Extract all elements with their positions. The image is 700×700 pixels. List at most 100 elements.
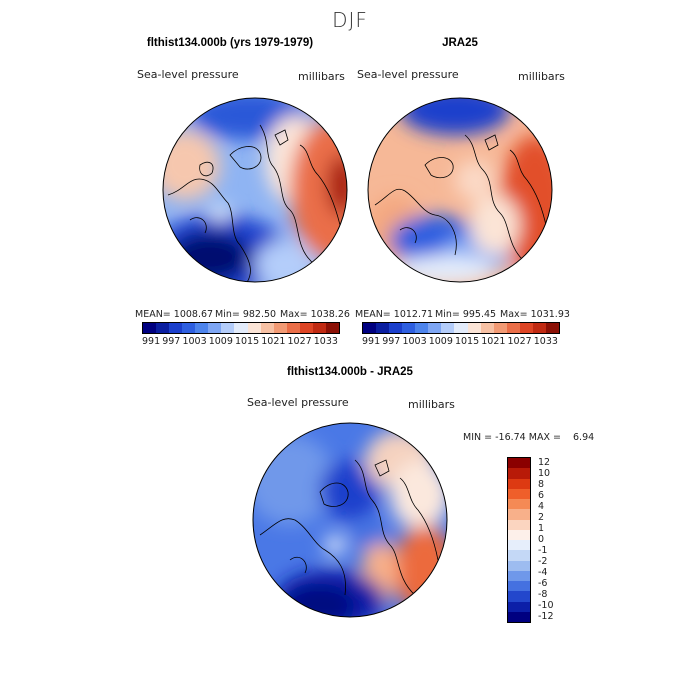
colorbar-swatch bbox=[260, 323, 274, 333]
colorbar-swatch bbox=[508, 458, 530, 469]
colorbar-swatch bbox=[402, 323, 416, 333]
colorbar-swatch bbox=[441, 323, 455, 333]
colorbar-swatch bbox=[299, 323, 313, 333]
panel-model-max: Max= 1038.26 bbox=[280, 309, 350, 320]
colorbar-swatch bbox=[508, 550, 530, 561]
colorbar-swatch bbox=[312, 323, 326, 333]
colorbar-swatch bbox=[195, 323, 209, 333]
colorbar-tick-label: 1033 bbox=[313, 336, 338, 347]
panel-obs-mean: MEAN= 1012.71 bbox=[355, 309, 434, 320]
panel-model-title: flthist134.000b (yrs 1979-1979) bbox=[146, 37, 314, 49]
panel-model-variable: Sea-level pressure bbox=[137, 68, 239, 81]
colorbar-tick-label: 991 bbox=[362, 336, 381, 347]
colorbar-swatch bbox=[508, 591, 530, 602]
colorbar-swatch bbox=[467, 323, 481, 333]
colorbar-model-ticks: 991 997 1003 1009 1015 1021 1027 1033 bbox=[142, 336, 338, 347]
colorbar-tick-label: -6 bbox=[538, 578, 548, 589]
colorbar-tick-label: 997 bbox=[162, 336, 181, 347]
colorbar-swatch bbox=[508, 519, 530, 530]
colorbar-tick-label: 1009 bbox=[208, 336, 233, 347]
colorbar-tick-label: 2 bbox=[538, 512, 545, 523]
colorbar-tick-label: 4 bbox=[538, 501, 545, 512]
colorbar-swatch bbox=[428, 323, 442, 333]
colorbar-swatch bbox=[182, 323, 196, 333]
colorbar-swatch bbox=[286, 323, 300, 333]
panel-model-mean: MEAN= 1008.67 bbox=[135, 309, 214, 320]
colorbar-tick-label: 1033 bbox=[533, 336, 558, 347]
colorbar-diff bbox=[507, 457, 531, 623]
colorbar-swatch bbox=[325, 323, 339, 333]
panel-obs-units: millibars bbox=[518, 70, 565, 83]
colorbar-swatch bbox=[480, 323, 494, 333]
panel-diff-variable: Sea-level pressure bbox=[247, 396, 349, 409]
panel-diff-minmax: MIN = -16.74 MAX = 6.94 bbox=[463, 432, 595, 443]
colorbar-tick-label: 1027 bbox=[507, 336, 532, 347]
colorbar-swatch bbox=[143, 323, 157, 333]
colorbar-swatch bbox=[506, 323, 520, 333]
colorbar-tick-label: 6 bbox=[538, 490, 545, 501]
colorbar-swatch bbox=[156, 323, 170, 333]
colorbar-swatch bbox=[508, 540, 530, 551]
colorbar-tick-label: 1 bbox=[538, 523, 545, 534]
colorbar-tick-label: -1 bbox=[538, 545, 548, 556]
colorbar-swatch bbox=[508, 499, 530, 510]
colorbar-obs-ticks: 991 997 1003 1009 1015 1021 1027 1033 bbox=[362, 336, 558, 347]
colorbar-tick-label: 1015 bbox=[234, 336, 260, 347]
map-diff bbox=[252, 422, 448, 618]
colorbar-tick-label: 1015 bbox=[454, 336, 480, 347]
map-model bbox=[162, 97, 348, 283]
colorbar-tick-label: 8 bbox=[538, 479, 545, 490]
colorbar-tick-label: 10 bbox=[538, 468, 551, 479]
colorbar-swatch bbox=[508, 601, 530, 612]
panel-obs-min: Min= 995.45 bbox=[435, 309, 497, 320]
panel-model-units: millibars bbox=[298, 70, 345, 83]
colorbar-tick-label: 1003 bbox=[182, 336, 207, 347]
panel-obs-variable: Sea-level pressure bbox=[357, 68, 459, 81]
colorbar-swatch bbox=[508, 468, 530, 479]
colorbar-tick-label: 1021 bbox=[481, 336, 506, 347]
colorbar-swatch bbox=[519, 323, 533, 333]
panel-obs-max: Max= 1031.93 bbox=[500, 309, 570, 320]
colorbar-tick-label: 991 bbox=[142, 336, 161, 347]
colorbar-tick-label: 1003 bbox=[402, 336, 427, 347]
panel-model-min: Min= 982.50 bbox=[215, 309, 277, 320]
colorbar-swatch bbox=[508, 478, 530, 489]
colorbar-swatch bbox=[247, 323, 261, 333]
colorbar-swatch bbox=[221, 323, 235, 333]
panel-diff-units: millibars bbox=[408, 398, 455, 411]
panel-diff-title: flthist134.000b - JRA25 bbox=[287, 366, 413, 378]
colorbar-tick-label: -8 bbox=[538, 589, 548, 600]
colorbar-swatch bbox=[415, 323, 429, 333]
colorbar-swatch bbox=[493, 323, 507, 333]
colorbar-swatch bbox=[508, 529, 530, 540]
colorbar-swatch bbox=[208, 323, 222, 333]
colorbar-swatch bbox=[508, 509, 530, 520]
colorbar-swatch bbox=[376, 323, 390, 333]
colorbar-swatch bbox=[454, 323, 468, 333]
map-obs bbox=[367, 97, 553, 283]
colorbar-tick-label: 12 bbox=[538, 457, 551, 468]
colorbar-swatch bbox=[389, 323, 403, 333]
colorbar-tick-label: -4 bbox=[538, 567, 548, 578]
colorbar-tick-label: -10 bbox=[538, 600, 554, 611]
colorbar-swatch bbox=[234, 323, 248, 333]
colorbar-swatch bbox=[169, 323, 183, 333]
colorbar-swatch bbox=[273, 323, 287, 333]
colorbar-tick-label: 1009 bbox=[428, 336, 453, 347]
colorbar-swatch bbox=[508, 611, 530, 622]
figure-title: DJF bbox=[332, 8, 368, 32]
colorbar-swatch bbox=[532, 323, 546, 333]
colorbar-swatch bbox=[508, 581, 530, 592]
colorbar-tick-label: 1027 bbox=[287, 336, 312, 347]
colorbar-tick-label: -2 bbox=[538, 556, 548, 567]
colorbar-tick-label: 1021 bbox=[261, 336, 286, 347]
colorbar-swatch bbox=[508, 560, 530, 571]
colorbar-swatch bbox=[508, 570, 530, 581]
panel-obs-title: JRA25 bbox=[442, 37, 478, 49]
colorbar-swatch bbox=[363, 323, 377, 333]
colorbar-model bbox=[142, 322, 340, 334]
colorbar-swatch bbox=[508, 488, 530, 499]
colorbar-swatch bbox=[545, 323, 559, 333]
colorbar-tick-label: -12 bbox=[538, 611, 554, 622]
colorbar-obs bbox=[362, 322, 560, 334]
